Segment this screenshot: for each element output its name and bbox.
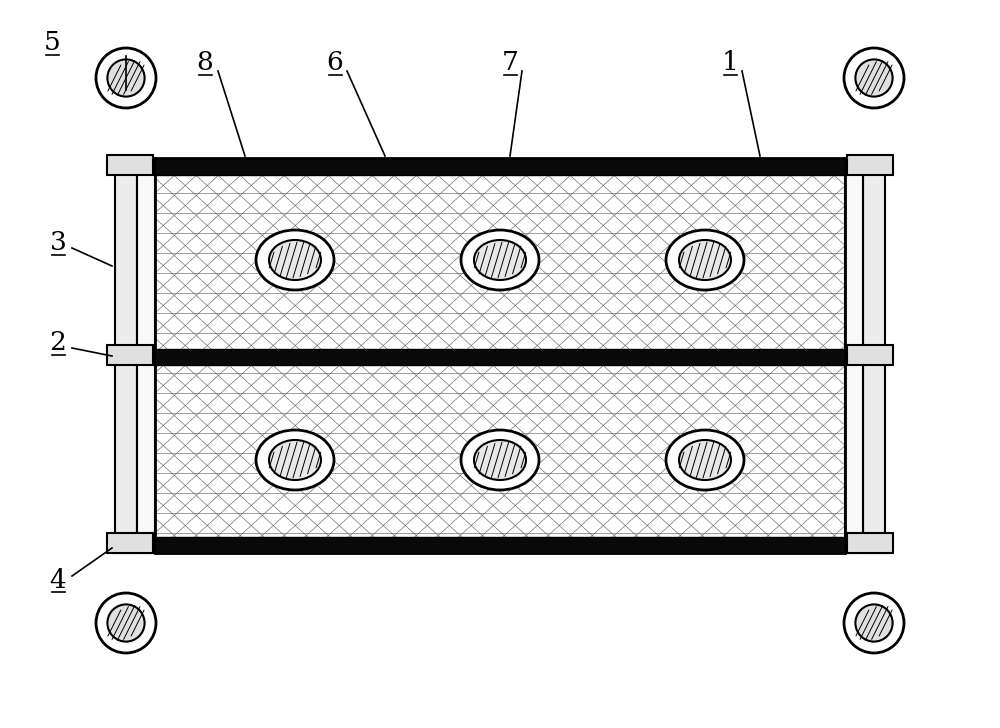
Bar — [107, 345, 153, 365]
Ellipse shape — [269, 240, 321, 280]
Text: 1: 1 — [722, 50, 738, 76]
Bar — [155, 349, 845, 365]
Ellipse shape — [461, 430, 539, 490]
Circle shape — [844, 48, 904, 108]
Circle shape — [107, 604, 145, 641]
Ellipse shape — [474, 440, 526, 480]
Ellipse shape — [256, 430, 334, 490]
Ellipse shape — [679, 240, 731, 280]
Text: 6: 6 — [327, 50, 343, 76]
Bar — [847, 155, 893, 175]
Bar — [107, 533, 153, 553]
Bar — [863, 158, 885, 553]
Text: 8: 8 — [197, 50, 213, 76]
Ellipse shape — [679, 440, 731, 480]
Bar — [115, 158, 137, 553]
Circle shape — [855, 604, 893, 641]
Text: 2: 2 — [50, 331, 66, 355]
Ellipse shape — [256, 230, 334, 290]
Bar — [155, 158, 845, 553]
Text: 3: 3 — [50, 231, 66, 256]
Bar — [155, 537, 845, 553]
Circle shape — [855, 60, 893, 97]
Ellipse shape — [666, 430, 744, 490]
Bar — [137, 158, 155, 553]
Ellipse shape — [474, 240, 526, 280]
Bar — [155, 159, 845, 175]
Bar — [847, 533, 893, 553]
Circle shape — [96, 593, 156, 653]
Bar — [155, 159, 845, 175]
Bar — [845, 158, 863, 553]
Bar — [155, 537, 845, 553]
Text: 7: 7 — [502, 50, 518, 76]
Ellipse shape — [269, 440, 321, 480]
Ellipse shape — [461, 230, 539, 290]
Bar — [107, 155, 153, 175]
Circle shape — [107, 60, 145, 97]
Circle shape — [844, 593, 904, 653]
Text: 4: 4 — [50, 568, 66, 593]
Text: 5: 5 — [44, 31, 60, 55]
Bar — [155, 349, 845, 365]
Ellipse shape — [666, 230, 744, 290]
Bar — [847, 345, 893, 365]
Circle shape — [96, 48, 156, 108]
